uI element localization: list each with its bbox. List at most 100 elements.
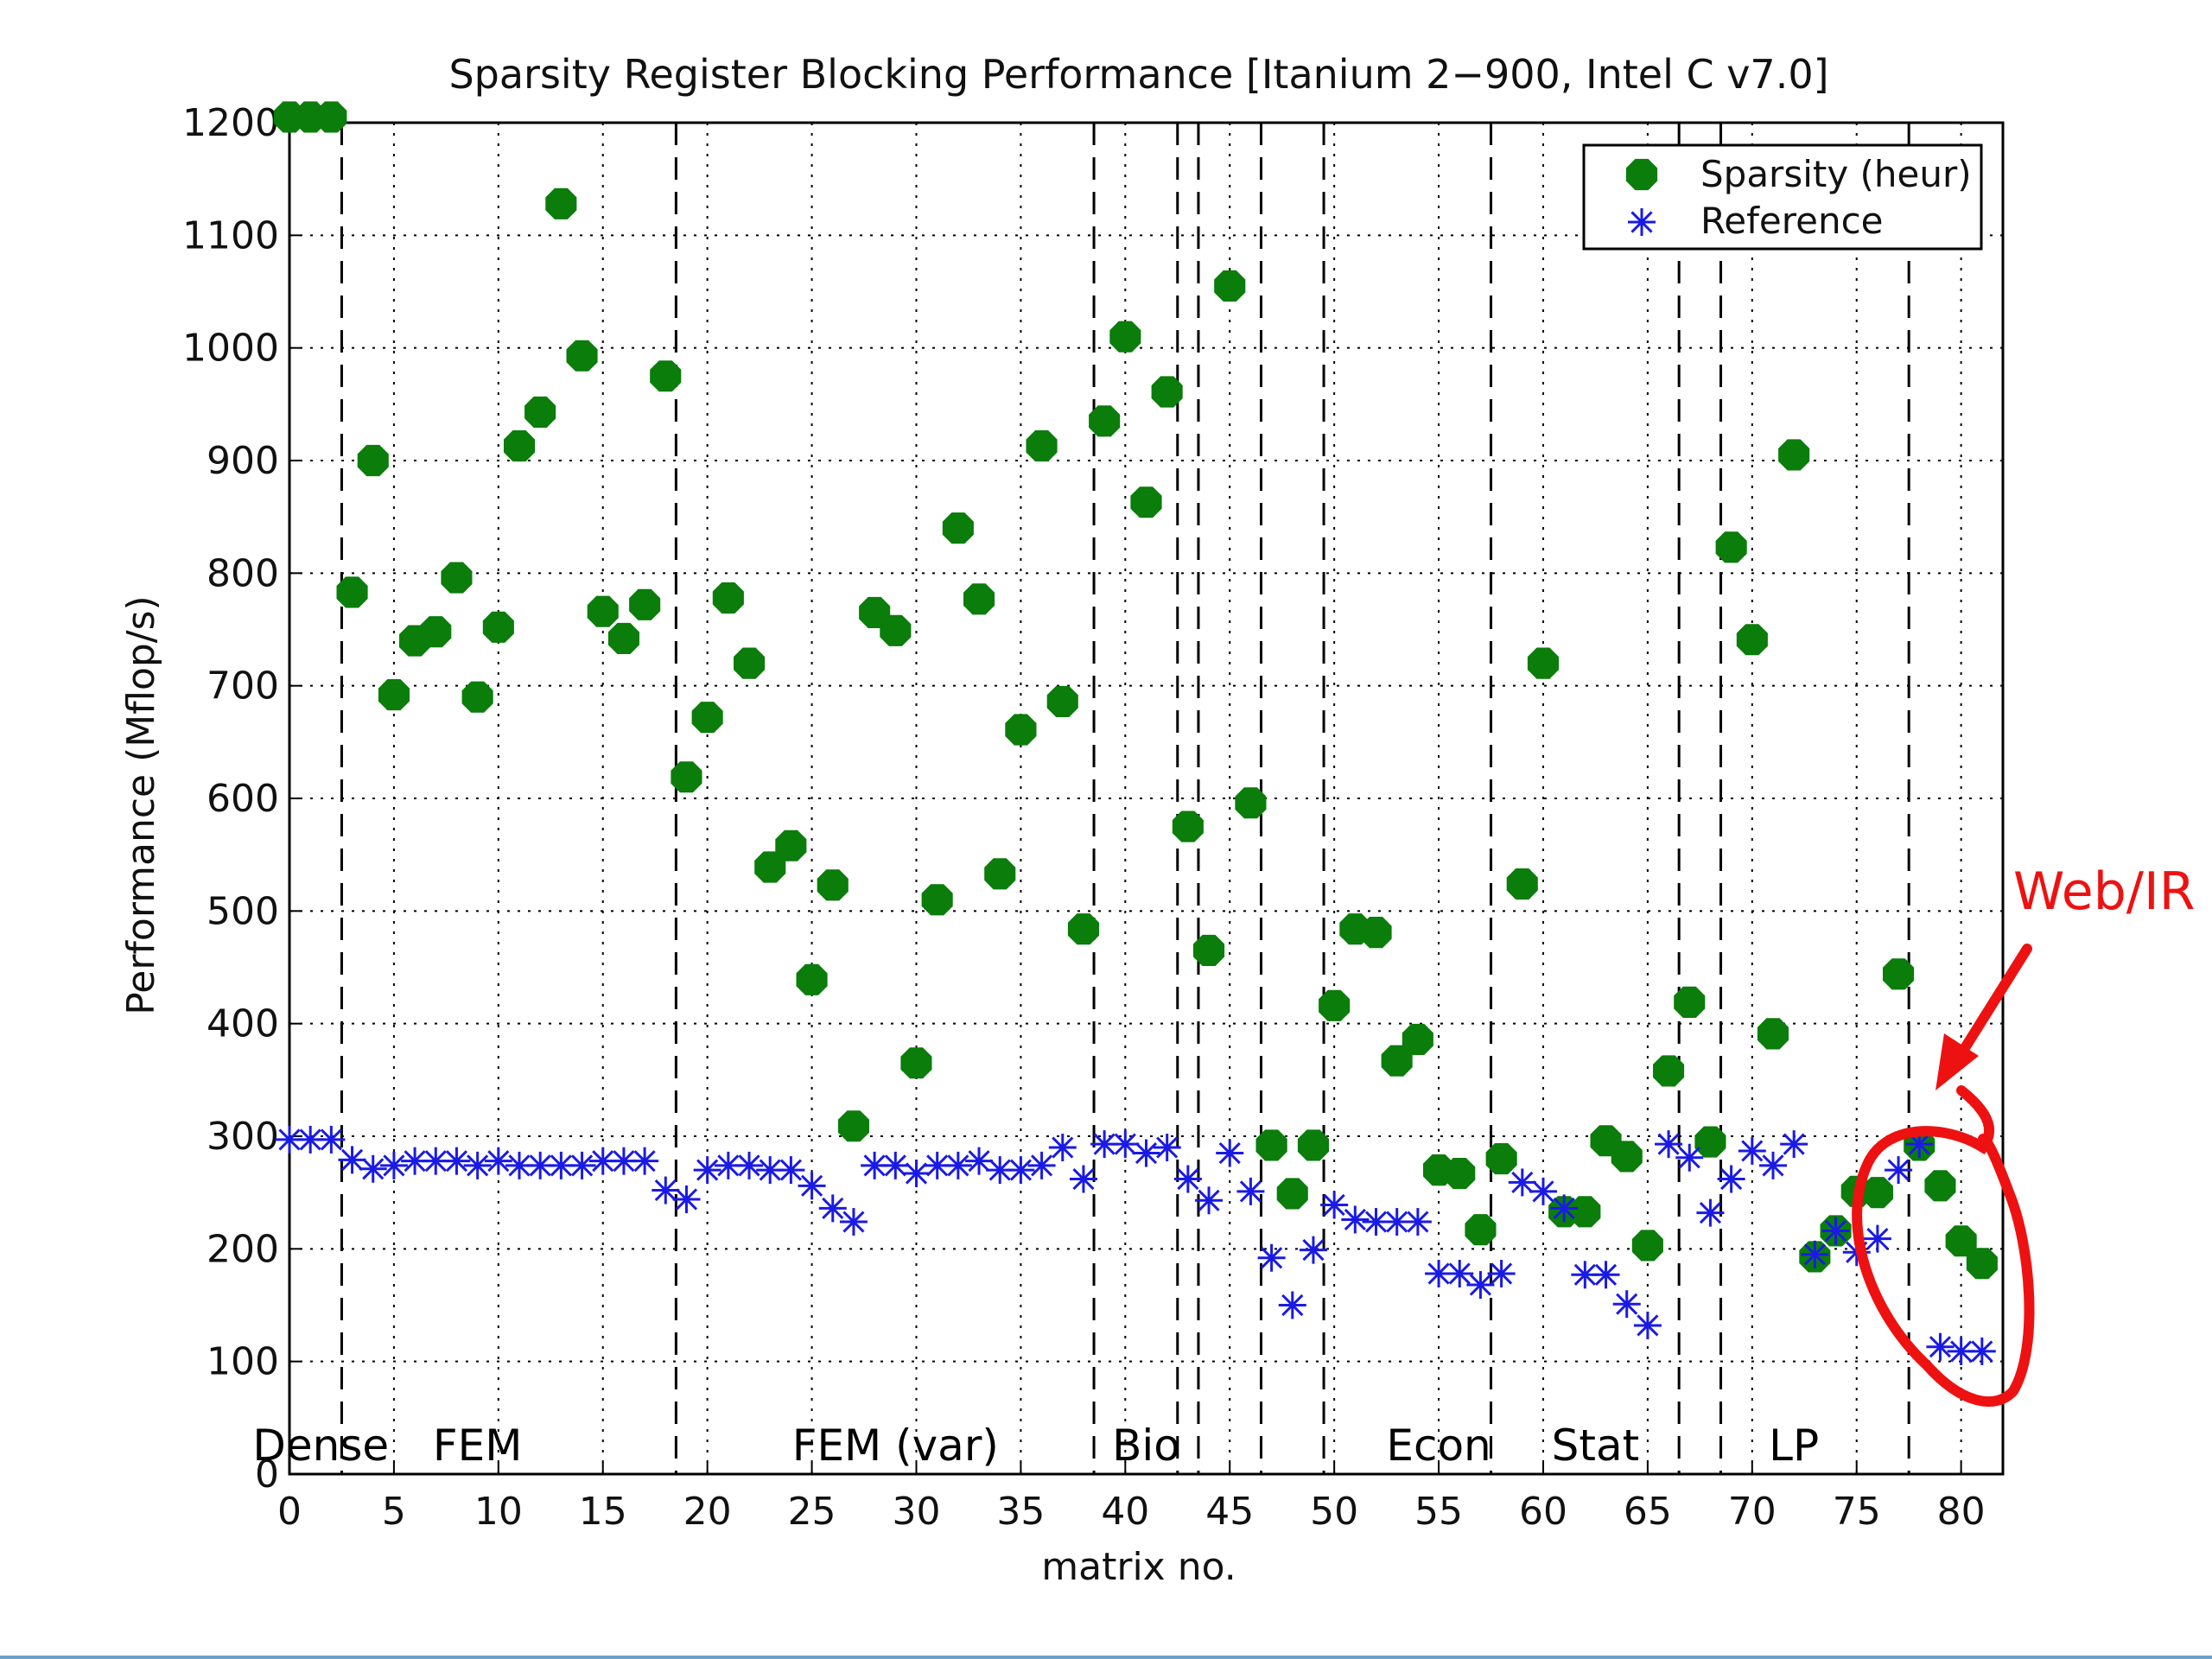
sparsity-point [712,582,744,614]
reference-point [1885,1156,1913,1185]
x-tick-label: 40 [1101,1490,1149,1534]
reference-point [317,1125,346,1154]
sparsity-point [650,360,682,392]
reference-point [1905,1130,1934,1159]
sparsity-point [1444,1158,1476,1190]
y-tick-label: 1000 [182,327,279,371]
reference-point [568,1151,596,1179]
reference-point [422,1147,450,1175]
sparsity-point [357,444,389,477]
y-tick-label: 200 [207,1227,279,1271]
sparsity-point [482,611,514,643]
reference-point [1947,1337,1975,1365]
reference-point [1320,1191,1349,1219]
series-sparsity [273,101,1998,1280]
sparsity-point [817,869,849,901]
x-tick-label: 20 [683,1490,732,1534]
sparsity-point [336,576,368,608]
sparsity-point [880,614,912,646]
x-tick-label: 15 [579,1490,627,1534]
reference-point [1466,1271,1495,1300]
reference-point [1717,1165,1745,1193]
sparsity-point [1611,1141,1643,1173]
reference-point [944,1151,972,1179]
reference-point [1738,1136,1766,1165]
sparsity-point [629,588,661,620]
reference-point [505,1151,534,1179]
reference-point [1216,1139,1244,1167]
legend-sparsity-marker [1625,158,1658,191]
sparsity-point [1046,685,1078,717]
sparsity-point [1945,1225,1977,1257]
sparsity-point [775,830,807,861]
sparsity-point [796,963,828,995]
chart-title: Sparsity Register Blocking Performance [… [448,51,1828,98]
reference-point [839,1208,868,1236]
sparsity-point [1674,986,1706,1018]
sparsity-point [1715,531,1747,563]
sparsity-point [691,702,723,734]
sparsity-point [1527,647,1559,679]
web-ir-annotation: Web/IR [1852,861,2195,1407]
reference-point [1153,1134,1181,1162]
sparsity-point [1485,1143,1517,1175]
sparsity-point [461,681,493,713]
reference-point [1341,1205,1370,1234]
y-tick-label: 500 [207,889,279,933]
reference-point [1132,1139,1160,1167]
sparsity-point [1402,1023,1433,1055]
reference-point [693,1156,721,1185]
legend-marker-reference [1628,208,1656,236]
slide-footer-line [0,1656,2212,1659]
sparsity-point [1653,1055,1685,1087]
sparsity-point [1172,810,1204,842]
annotation-label: Web/IR [2013,861,2195,922]
sparsity-point [1193,934,1225,966]
annotation-arrow-head [1936,1033,1979,1090]
reference-point [338,1146,366,1174]
x-tick-label: 50 [1310,1490,1358,1534]
reference-point [672,1185,701,1213]
sparsity-point [921,884,953,916]
reference-point [1069,1165,1097,1193]
reference-point [714,1151,742,1179]
x-tick-label: 0 [277,1490,302,1534]
sparsity-point [1276,1178,1308,1210]
x-tick-label: 45 [1205,1490,1254,1534]
sparsity-point [671,761,702,793]
reference-point [1780,1130,1808,1159]
reference-point [1592,1261,1620,1289]
reference-point [652,1176,680,1205]
reference-point [1801,1240,1829,1268]
x-tick-label: 80 [1937,1490,1986,1534]
reference-point [1236,1177,1265,1205]
sparsity-point [1319,989,1351,1021]
sparsity-point [441,562,473,594]
reference-point [276,1125,303,1154]
sparsity-point [545,188,577,219]
reference-point [442,1147,471,1175]
reference-point [1195,1186,1224,1215]
region-label: FEM [433,1421,523,1471]
sparsity-point [524,396,556,428]
sparsity-point [1757,1018,1789,1050]
region-boundaries [340,123,1910,1474]
y-tick-label: 900 [207,439,279,483]
reference-point [1821,1217,1850,1245]
reference-point [1173,1165,1202,1193]
reference-point [777,1156,805,1185]
y-tick-label: 300 [207,1115,279,1159]
reference-point [463,1151,492,1179]
sparsity-point [1235,787,1267,819]
reference-point [1299,1236,1327,1264]
sparsity-point [607,622,639,654]
reference-point [379,1151,408,1179]
reference-point [1633,1311,1662,1339]
reference-point [631,1147,659,1175]
y-tick-label: 700 [207,664,279,709]
reference-point [359,1154,387,1183]
sparsity-point [315,101,347,133]
reference-point [1926,1332,1955,1361]
series-reference [276,1125,1996,1365]
reference-point [1257,1243,1286,1272]
